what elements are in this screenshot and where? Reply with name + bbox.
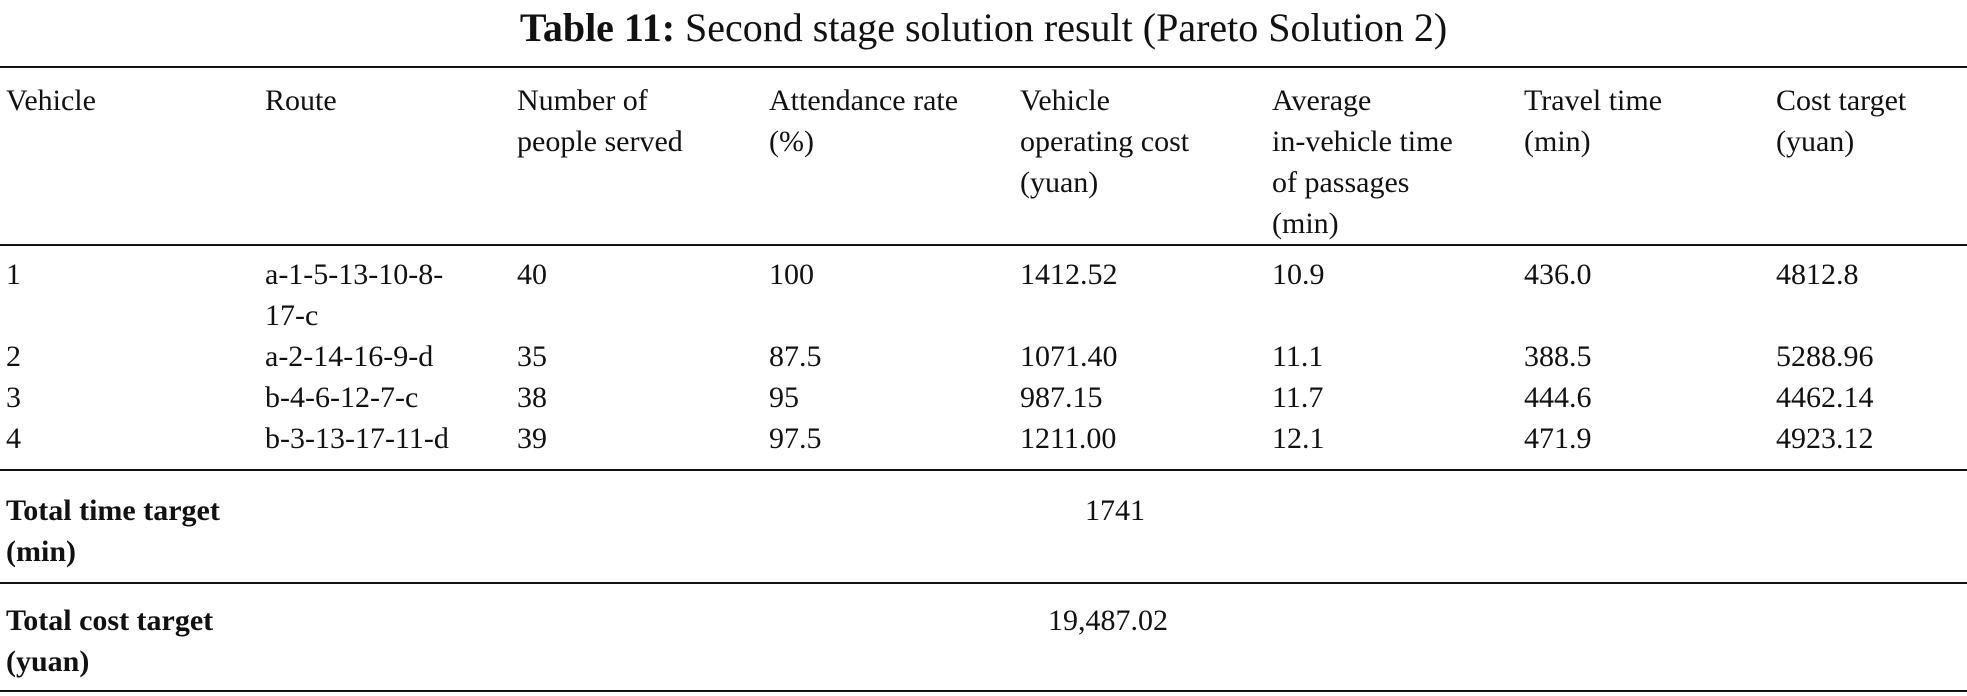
cell-operating-cost: 987.15 — [1020, 381, 1103, 414]
total-time-label: Total time target (min) — [6, 490, 220, 572]
bottom-rule — [0, 690, 1967, 692]
route-line: a-1-5-13-10-8- — [265, 258, 444, 291]
cell-avg-in-vehicle-time: 11.7 — [1272, 381, 1324, 414]
cell-people-served: 35 — [517, 340, 547, 373]
cell-cost-target: 4812.8 — [1776, 258, 1859, 291]
header-line: Travel time — [1524, 84, 1663, 117]
cell-cost-target: 5288.96 — [1776, 340, 1874, 373]
total-cost-value: 19,487.02 — [1048, 604, 1168, 637]
cell-vehicle: 4 — [6, 422, 21, 455]
header-line: in-vehicle time — [1272, 125, 1453, 158]
total-label-line: Total time target — [6, 494, 220, 527]
header-line: (min) — [1524, 125, 1591, 158]
col-header-vehicle: Vehicle — [6, 80, 96, 121]
col-header-attendance-rate: Attendance rate (%) — [769, 80, 958, 162]
header-line: (%) — [769, 125, 814, 158]
cell-cost-target: 4462.14 — [1776, 381, 1874, 414]
header-line: Vehicle — [6, 84, 96, 117]
cell-attendance-rate: 87.5 — [769, 340, 822, 373]
cell-vehicle: 3 — [6, 381, 21, 414]
total-time-value: 1741 — [1085, 494, 1145, 527]
header-line: (yuan) — [1776, 125, 1855, 158]
header-line: Vehicle — [1020, 84, 1110, 117]
cell-vehicle: 1 — [6, 258, 21, 291]
header-line: of passages — [1272, 166, 1410, 199]
header-rule — [0, 244, 1967, 246]
header-line: Number of — [517, 84, 648, 117]
cell-travel-time: 388.5 — [1524, 340, 1592, 373]
table-caption: Table 11: Second stage solution result (… — [0, 2, 1967, 54]
table-caption-label: Table 11: — [519, 5, 676, 50]
cell-operating-cost: 1211.00 — [1020, 422, 1117, 455]
header-line: Cost target — [1776, 84, 1907, 117]
total-label-line: Total cost target — [6, 604, 214, 637]
col-header-route: Route — [265, 80, 337, 121]
table-caption-text: Second stage solution result (Pareto Sol… — [685, 5, 1448, 50]
cell-route: b-4-6-12-7-c — [265, 381, 419, 414]
cell-attendance-rate: 100 — [769, 258, 814, 291]
body-rule — [0, 469, 1967, 471]
cell-route: b-3-13-17-11-d — [265, 422, 449, 455]
header-line: (yuan) — [1020, 166, 1099, 199]
cell-attendance-rate: 97.5 — [769, 422, 822, 455]
cell-travel-time: 471.9 — [1524, 422, 1592, 455]
top-rule — [0, 66, 1967, 68]
cell-cost-target: 4923.12 — [1776, 422, 1874, 455]
header-line: Average — [1272, 84, 1372, 117]
cell-operating-cost: 1412.52 — [1020, 258, 1118, 291]
route-line: 17-c — [265, 299, 319, 332]
total-label-line: (yuan) — [6, 645, 90, 678]
cell-attendance-rate: 95 — [769, 381, 799, 414]
total-cost-label: Total cost target (yuan) — [6, 600, 213, 682]
header-line: people served — [517, 125, 683, 158]
cell-people-served: 39 — [517, 422, 547, 455]
col-header-travel-time: Travel time (min) — [1524, 80, 1662, 162]
header-line: Route — [265, 84, 337, 117]
col-header-people-served: Number of people served — [517, 80, 683, 162]
cell-route: a-2-14-16-9-d — [265, 340, 434, 373]
cell-avg-in-vehicle-time: 10.9 — [1272, 258, 1325, 291]
header-line: operating cost — [1020, 125, 1190, 158]
col-header-avg-in-vehicle-time: Average in-vehicle time of passages (min… — [1272, 80, 1453, 244]
header-line: Attendance rate — [769, 84, 959, 117]
col-header-cost-target: Cost target (yuan) — [1776, 80, 1906, 162]
cell-people-served: 38 — [517, 381, 547, 414]
totals-rule — [0, 582, 1967, 584]
cell-travel-time: 444.6 — [1524, 381, 1592, 414]
cell-avg-in-vehicle-time: 11.1 — [1272, 340, 1324, 373]
total-label-line: (min) — [6, 535, 76, 568]
header-line: (min) — [1272, 207, 1339, 240]
cell-people-served: 40 — [517, 258, 547, 291]
cell-route: a-1-5-13-10-8- 17-c — [265, 254, 443, 336]
cell-vehicle: 2 — [6, 340, 21, 373]
col-header-operating-cost: Vehicle operating cost (yuan) — [1020, 80, 1189, 203]
cell-avg-in-vehicle-time: 12.1 — [1272, 422, 1325, 455]
cell-operating-cost: 1071.40 — [1020, 340, 1118, 373]
cell-travel-time: 436.0 — [1524, 258, 1592, 291]
